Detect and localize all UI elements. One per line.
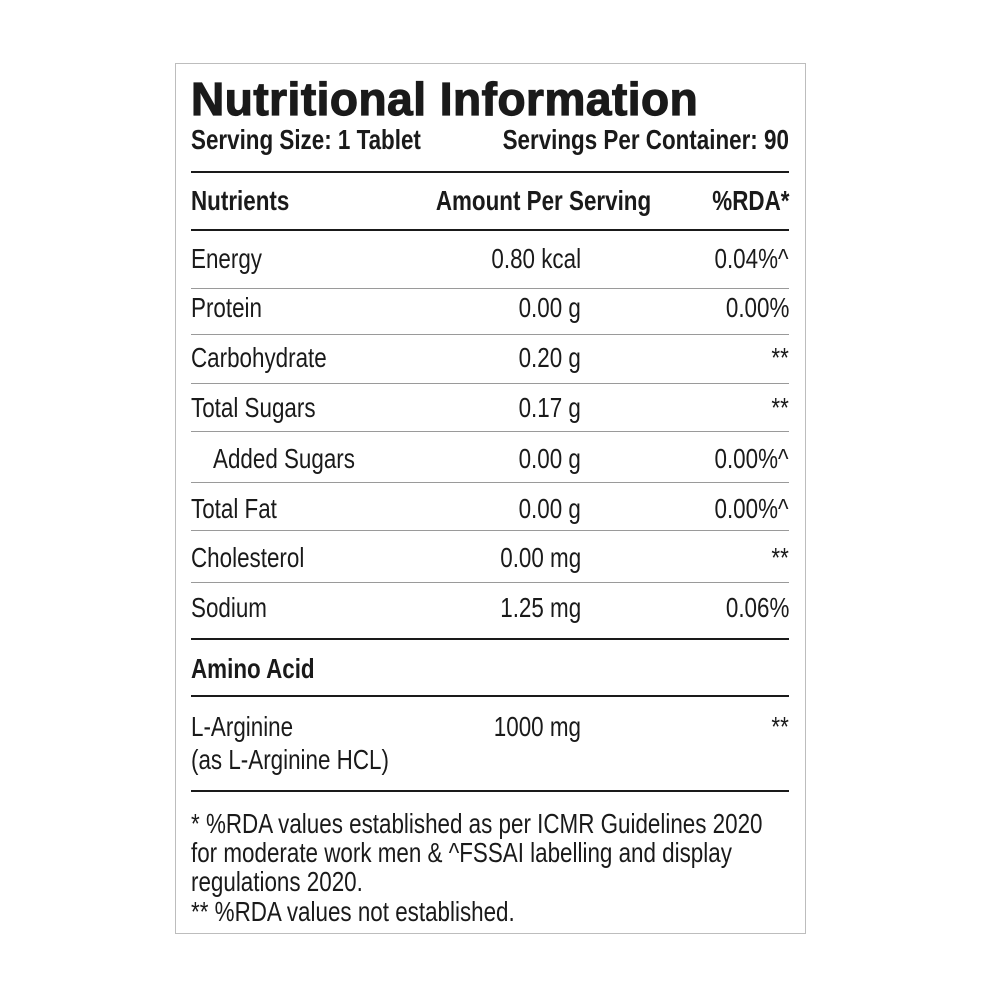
nutrient-amount: 0.00 mg	[500, 542, 581, 573]
nutrient-amount: 0.00 g	[518, 493, 581, 524]
serving-size: Serving Size: 1 Tablet	[191, 124, 421, 155]
nutrient-name: Protein	[191, 292, 262, 323]
nutrient-amount: 0.00 g	[518, 292, 581, 323]
amino-acid-heading: Amino Acid	[191, 653, 315, 684]
nutrient-name: Total Sugars	[191, 392, 316, 423]
label-border	[175, 63, 806, 934]
divider	[191, 695, 789, 697]
row-divider	[191, 288, 789, 289]
amino-name: L-Arginine	[191, 711, 294, 742]
nutrient-rda: **	[771, 542, 789, 573]
header-rda: %RDA*	[711, 185, 789, 216]
nutrient-amount: 0.80 kcal	[491, 243, 581, 274]
servings-per-container: Servings Per Container: 90	[502, 124, 789, 155]
row-divider	[191, 334, 789, 335]
nutrient-amount: 1.25 mg	[500, 592, 581, 623]
nutrient-name: Added Sugars	[213, 443, 355, 474]
nutrient-name: Sodium	[191, 592, 267, 623]
nutrient-rda: 0.00%^	[714, 493, 789, 524]
row-divider	[191, 431, 789, 432]
divider	[191, 638, 789, 640]
nutrient-name: Carbohydrate	[191, 342, 327, 373]
footnote-line: for moderate work men & ^FSSAI labelling…	[191, 837, 732, 868]
nutrient-name: Energy	[191, 243, 262, 274]
row-divider	[191, 482, 789, 483]
footnote-line: * %RDA values established as per ICMR Gu…	[191, 808, 763, 839]
nutrient-rda: 0.00%^	[714, 443, 789, 474]
footnote-line: ** %RDA values not established.	[191, 896, 515, 927]
nutrient-amount: 0.20 g	[518, 342, 581, 373]
nutrient-rda: 0.04%^	[714, 243, 789, 274]
nutrient-name: Total Fat	[191, 493, 277, 524]
nutrient-rda: **	[771, 342, 789, 373]
header-amount: Amount Per Serving	[435, 185, 651, 216]
amino-name-sub: (as L-Arginine HCL)	[191, 744, 389, 775]
row-divider	[191, 582, 789, 583]
row-divider	[191, 383, 789, 384]
amino-rda: **	[771, 711, 789, 742]
footnote-line: regulations 2020.	[191, 866, 363, 897]
nutrient-rda: 0.00%	[725, 292, 789, 323]
label-title: Nutritional Information	[190, 73, 699, 125]
nutrient-amount: 0.00 g	[518, 443, 581, 474]
divider	[191, 790, 789, 792]
divider	[191, 171, 789, 173]
nutrient-amount: 0.17 g	[518, 392, 581, 423]
nutrient-rda: **	[771, 392, 789, 423]
amino-amount: 1000 mg	[493, 711, 581, 742]
row-divider	[191, 530, 789, 531]
divider	[191, 229, 789, 231]
header-nutrients: Nutrients	[191, 185, 290, 216]
nutrient-name: Cholesterol	[191, 542, 305, 573]
nutrient-rda: 0.06%	[725, 592, 789, 623]
